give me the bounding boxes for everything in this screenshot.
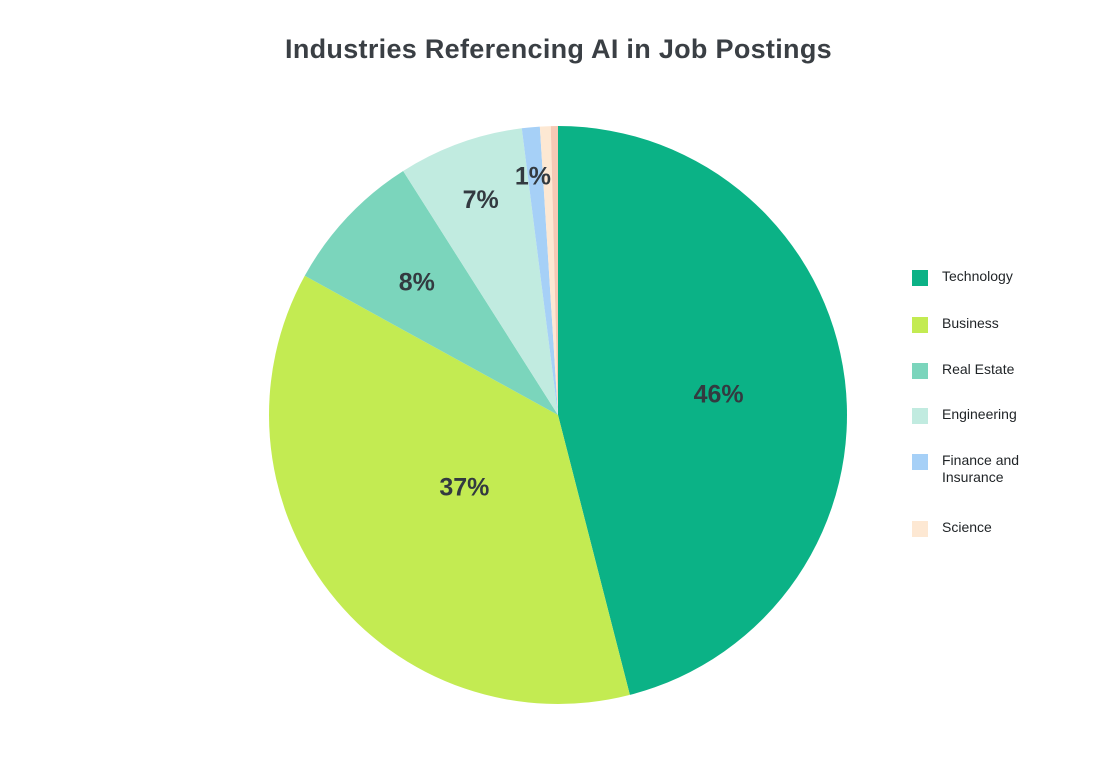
- legend-label-technology: Technology: [942, 268, 1013, 284]
- data-label-finance-and-insurance: 1%: [515, 162, 551, 190]
- legend-label-science: Science: [942, 519, 992, 535]
- pie-data-labels: 46% 37% 8% 7% 1%: [399, 162, 744, 501]
- legend-swatch-engineering: [912, 408, 928, 424]
- data-label-technology: 46%: [694, 381, 744, 409]
- data-label-engineering: 7%: [463, 186, 499, 214]
- legend-label-finance-and-insurance: Finance and Insurance: [942, 452, 1020, 485]
- legend-label-engineering: Engineering: [942, 406, 1017, 422]
- legend-item-technology[interactable]: Technology: [912, 268, 1042, 286]
- pie-slice-finance-and-insurance[interactable]: [521, 126, 558, 415]
- legend-swatch-finance-and-insurance: [912, 454, 928, 470]
- legend-item-engineering[interactable]: Engineering: [912, 406, 1042, 424]
- legend-item-real-estate[interactable]: Real Estate: [912, 361, 1042, 379]
- legend-swatch-real-estate: [912, 363, 928, 379]
- chart-title: Industries Referencing AI in Job Posting…: [285, 34, 832, 64]
- pie-slice-other[interactable]: [550, 125, 558, 415]
- legend-item-business[interactable]: Business: [912, 315, 1042, 333]
- legend-label-business: Business: [942, 315, 999, 331]
- pie-slice-technology[interactable]: [558, 126, 847, 695]
- pie-slice-business[interactable]: [269, 275, 630, 704]
- pie-slices: [269, 125, 847, 704]
- legend-item-finance-and-insurance[interactable]: Finance and Insurance: [912, 452, 1042, 486]
- legend-label-real-estate: Real Estate: [942, 361, 1015, 377]
- pie-slice-real-estate[interactable]: [304, 170, 558, 415]
- legend-swatch-business: [912, 317, 928, 333]
- pie-slice-engineering[interactable]: [403, 128, 558, 415]
- data-label-business: 37%: [439, 474, 489, 502]
- pie-slice-science[interactable]: [539, 126, 558, 415]
- legend-item-science[interactable]: Science: [912, 519, 1042, 537]
- legend-swatch-technology: [912, 270, 928, 286]
- data-label-real-estate: 8%: [399, 269, 435, 297]
- legend-swatch-science: [912, 521, 928, 537]
